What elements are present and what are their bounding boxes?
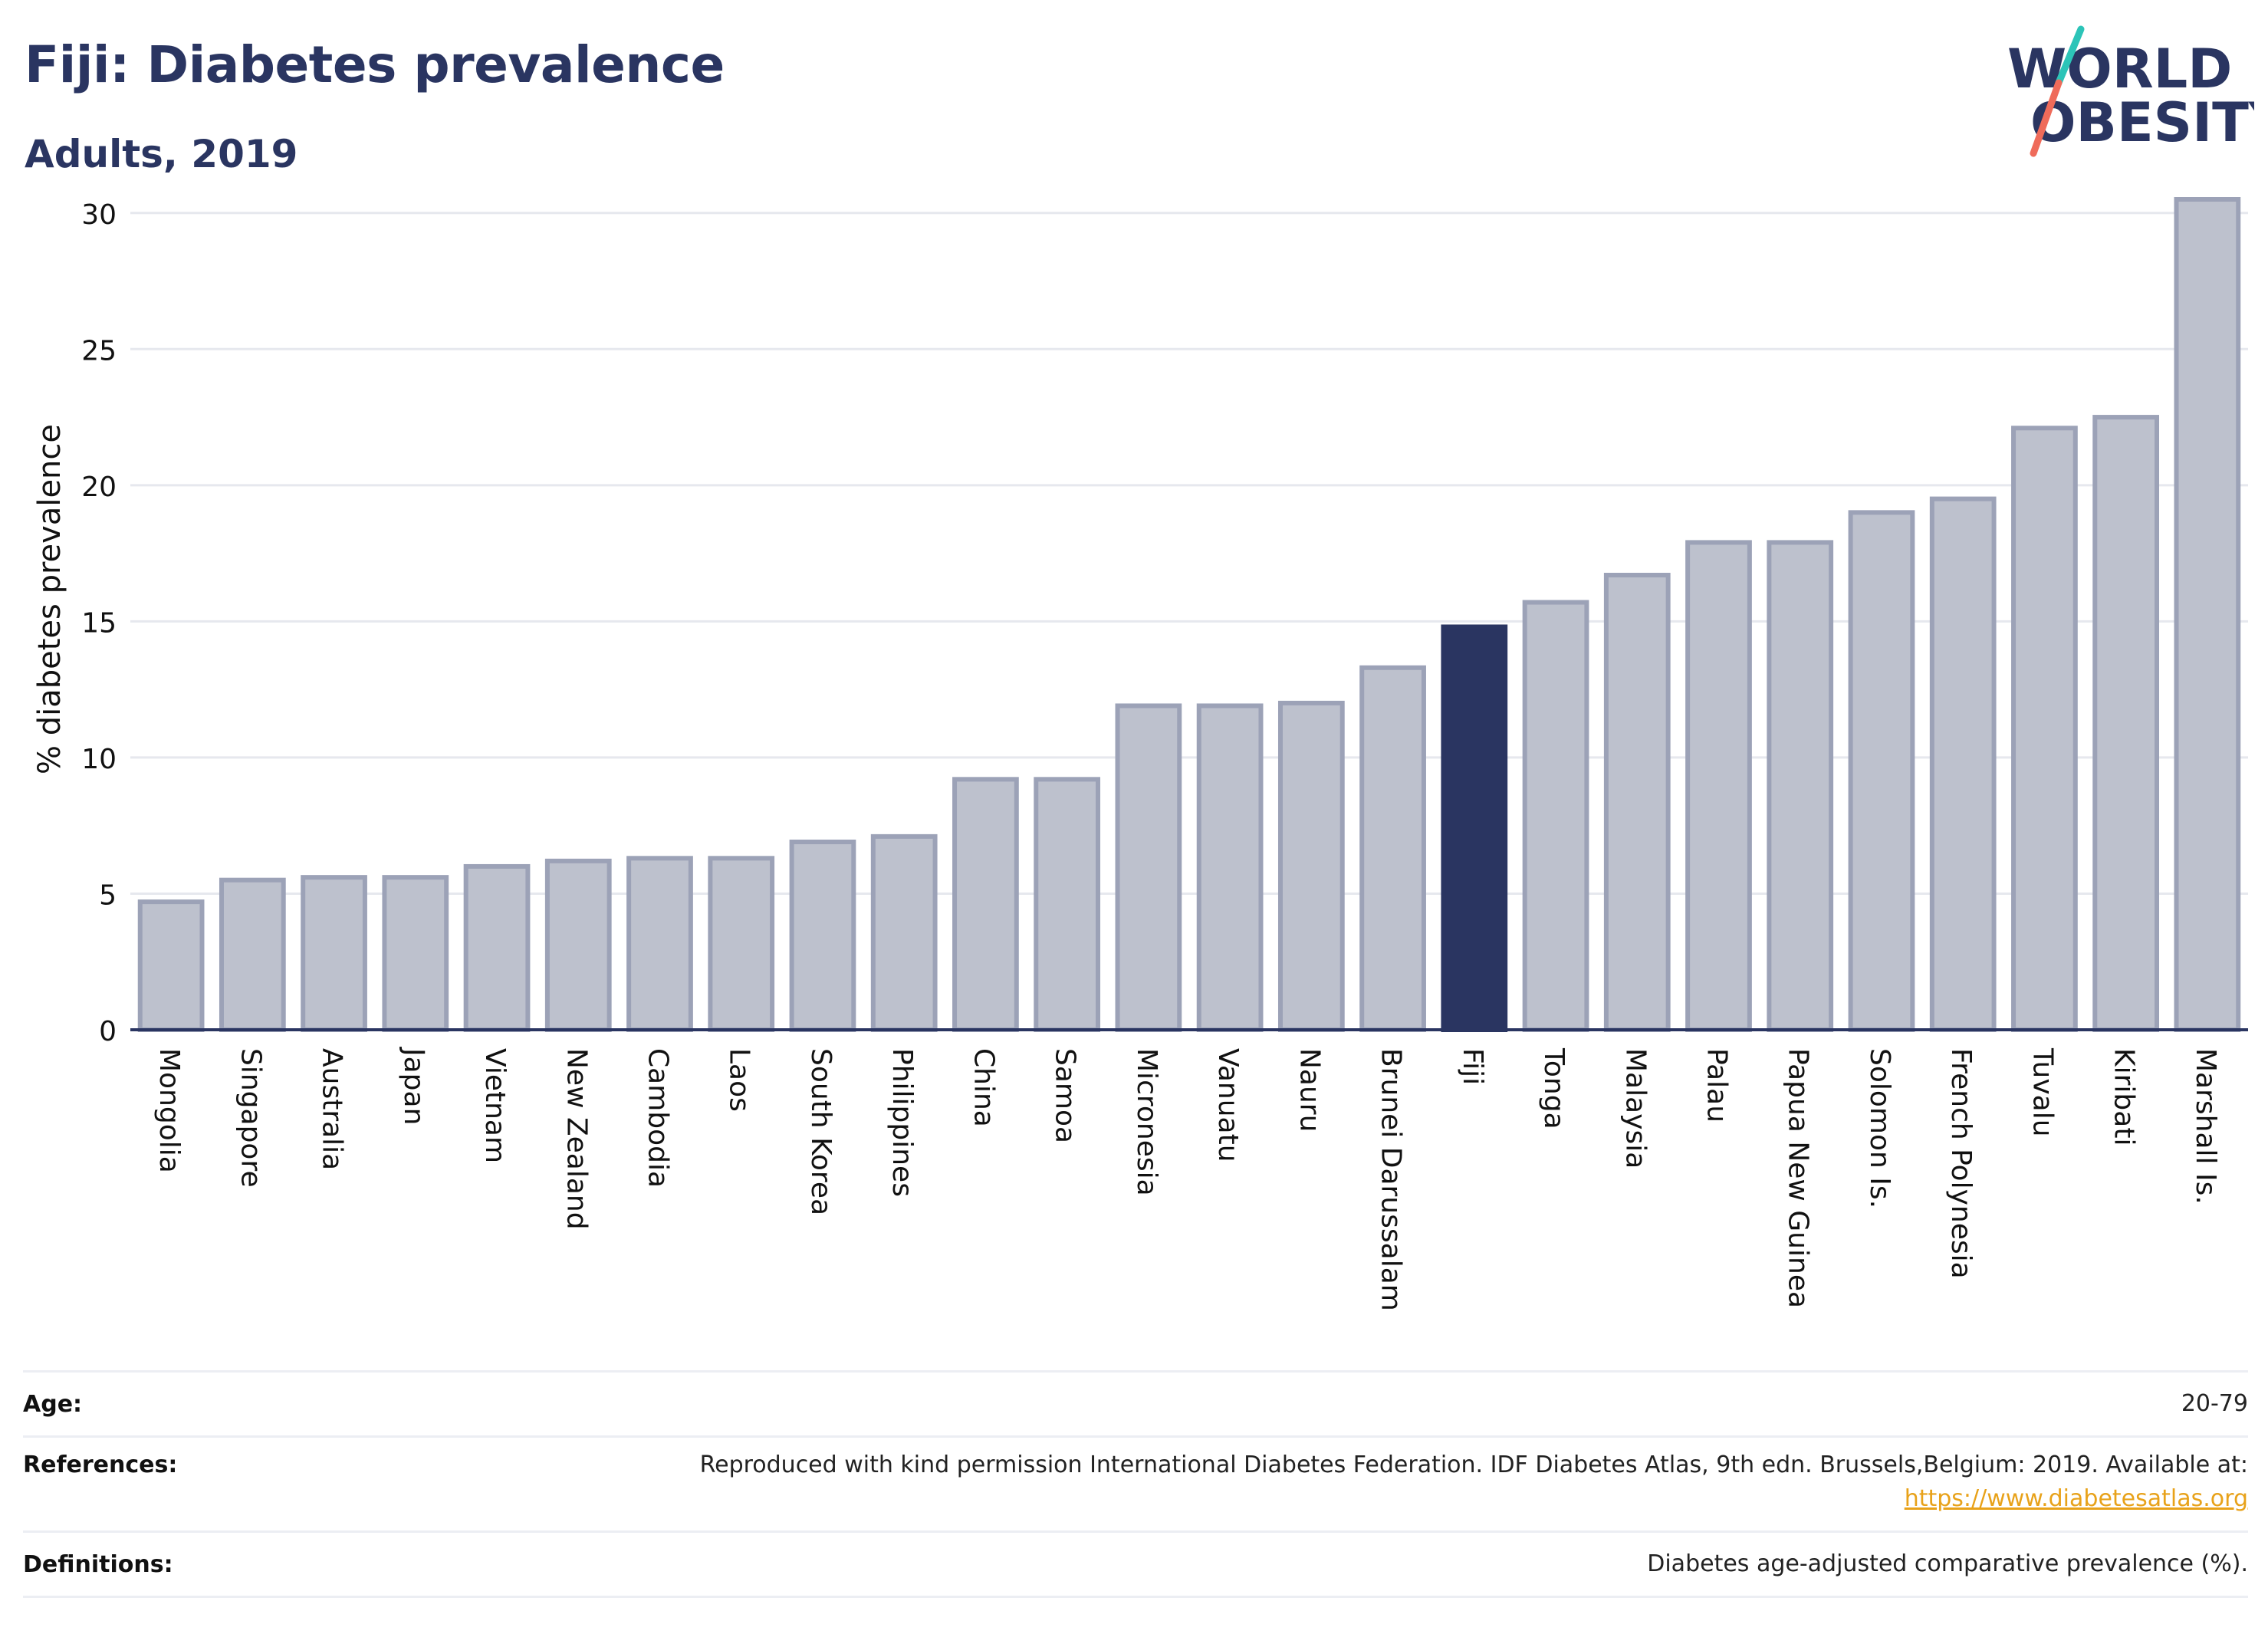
bar <box>708 856 775 1032</box>
x-axis-ticks: Mongolia Singapore Australia Japan Vietnam Ne… <box>153 1047 2221 1311</box>
bar <box>1685 540 1752 1032</box>
logo-text-world: WORLD <box>2007 38 2232 100</box>
definitions-value: Diabetes age-adjusted comparative preval… <box>1647 1550 2248 1577</box>
x-tick-label: Tonga <box>1538 1047 1570 1129</box>
y-tick-label: 30 <box>81 199 117 231</box>
bar <box>789 839 856 1032</box>
info-row-definitions: Definitions: Diabetes age-adjusted compa… <box>23 1530 2248 1598</box>
bar <box>382 875 449 1032</box>
definitions-label: Definitions: <box>23 1550 173 1578</box>
bar <box>2174 197 2241 1032</box>
info-table: Age: 20-79 References: Reproduced with k… <box>23 1370 2248 1598</box>
x-tick-label: Australia <box>317 1048 348 1170</box>
y-axis-ticks: 0 5 10 15 20 25 30 <box>81 199 117 1047</box>
x-tick-label: Brunei Darussalam <box>1376 1048 1407 1311</box>
x-tick-label: Samoa <box>1050 1048 1081 1143</box>
bar <box>870 833 938 1033</box>
bar <box>1767 540 1834 1032</box>
x-tick-label: Fiji <box>1457 1048 1488 1085</box>
x-tick-label: Micronesia <box>1131 1048 1162 1196</box>
x-tick-label: Marshall Is. <box>2190 1048 2221 1205</box>
y-tick-label: 0 <box>99 1016 117 1047</box>
x-tick-label: Kiribati <box>2109 1048 2140 1146</box>
references-link[interactable]: https://www.diabetesatlas.org <box>1904 1485 2248 1512</box>
logo-text-obesity: OBESITY <box>2030 91 2254 154</box>
bar <box>301 875 367 1032</box>
bar <box>2011 426 2078 1032</box>
bar <box>1848 510 1915 1032</box>
bar-chart: 0 5 10 15 20 25 30 Mongolia Singapore Australia J… <box>32 197 2248 1311</box>
bar <box>1034 777 1101 1032</box>
bar <box>2092 415 2160 1032</box>
y-tick-label: 20 <box>81 472 117 503</box>
world-obesity-logo: WORLD OBESITY <box>2007 25 2254 157</box>
references-text: Reproduced with kind permission Internat… <box>699 1452 2248 1478</box>
y-tick-label: 5 <box>99 879 117 911</box>
bar <box>137 899 205 1032</box>
bar <box>463 863 531 1032</box>
x-tick-label: Tuvalu <box>2026 1047 2058 1137</box>
info-row-age: Age: 20-79 <box>23 1370 2248 1435</box>
x-tick-label: South Korea <box>805 1048 837 1215</box>
chart-subtitle: Adults, 2019 <box>25 132 298 176</box>
bar <box>1196 703 1264 1032</box>
age-label: Age: <box>23 1390 83 1418</box>
x-tick-label: Philippines <box>886 1048 918 1197</box>
x-tick-label: China <box>968 1048 999 1127</box>
bar <box>952 777 1019 1032</box>
bar <box>1603 573 1671 1032</box>
bar <box>1115 703 1182 1032</box>
bar <box>544 858 612 1032</box>
bar <box>1929 496 1997 1032</box>
y-axis-label: % diabetes prevalence <box>32 424 67 774</box>
x-tick-label: New Zealand <box>560 1048 592 1230</box>
x-tick-label: French Polynesia <box>1945 1048 1977 1279</box>
y-tick-label: 15 <box>81 607 117 639</box>
x-tick-label: Singapore <box>235 1048 266 1188</box>
references-value: Reproduced with kind permission Internat… <box>700 1448 2248 1516</box>
chart-title: Fiji: Diabetes prevalence <box>25 35 725 94</box>
logo-slash-teal <box>2055 25 2085 87</box>
info-row-references: References: Reproduced with kind permiss… <box>23 1435 2248 1530</box>
bar <box>626 856 693 1032</box>
y-tick-label: 25 <box>81 335 117 367</box>
bar <box>1522 600 1589 1032</box>
x-tick-label: Japan <box>398 1047 429 1125</box>
bars <box>137 197 2241 1033</box>
x-tick-label: Nauru <box>1293 1048 1325 1132</box>
logo-slash-coral <box>2030 79 2063 157</box>
age-value: 20-79 <box>2181 1390 2248 1417</box>
x-tick-label: Laos <box>724 1048 755 1112</box>
bar-highlight <box>1441 624 1508 1032</box>
x-tick-label: Palau <box>1701 1048 1733 1123</box>
bar <box>219 877 286 1033</box>
x-tick-label: Mongolia <box>153 1048 185 1173</box>
x-tick-label: Malaysia <box>1619 1048 1651 1169</box>
bar <box>1277 700 1345 1032</box>
bar <box>1359 665 1426 1032</box>
x-tick-label: Solomon Is. <box>1864 1048 1895 1208</box>
references-label: References: <box>23 1452 178 1478</box>
x-tick-label: Papua New Guinea <box>1783 1048 1814 1308</box>
x-tick-label: Cambodia <box>643 1048 674 1188</box>
x-tick-label: Vanuatu <box>1212 1048 1244 1162</box>
x-tick-label: Vietnam <box>479 1048 511 1163</box>
y-tick-label: 10 <box>81 744 117 775</box>
